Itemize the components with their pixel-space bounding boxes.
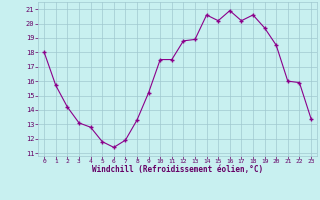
X-axis label: Windchill (Refroidissement éolien,°C): Windchill (Refroidissement éolien,°C)	[92, 165, 263, 174]
